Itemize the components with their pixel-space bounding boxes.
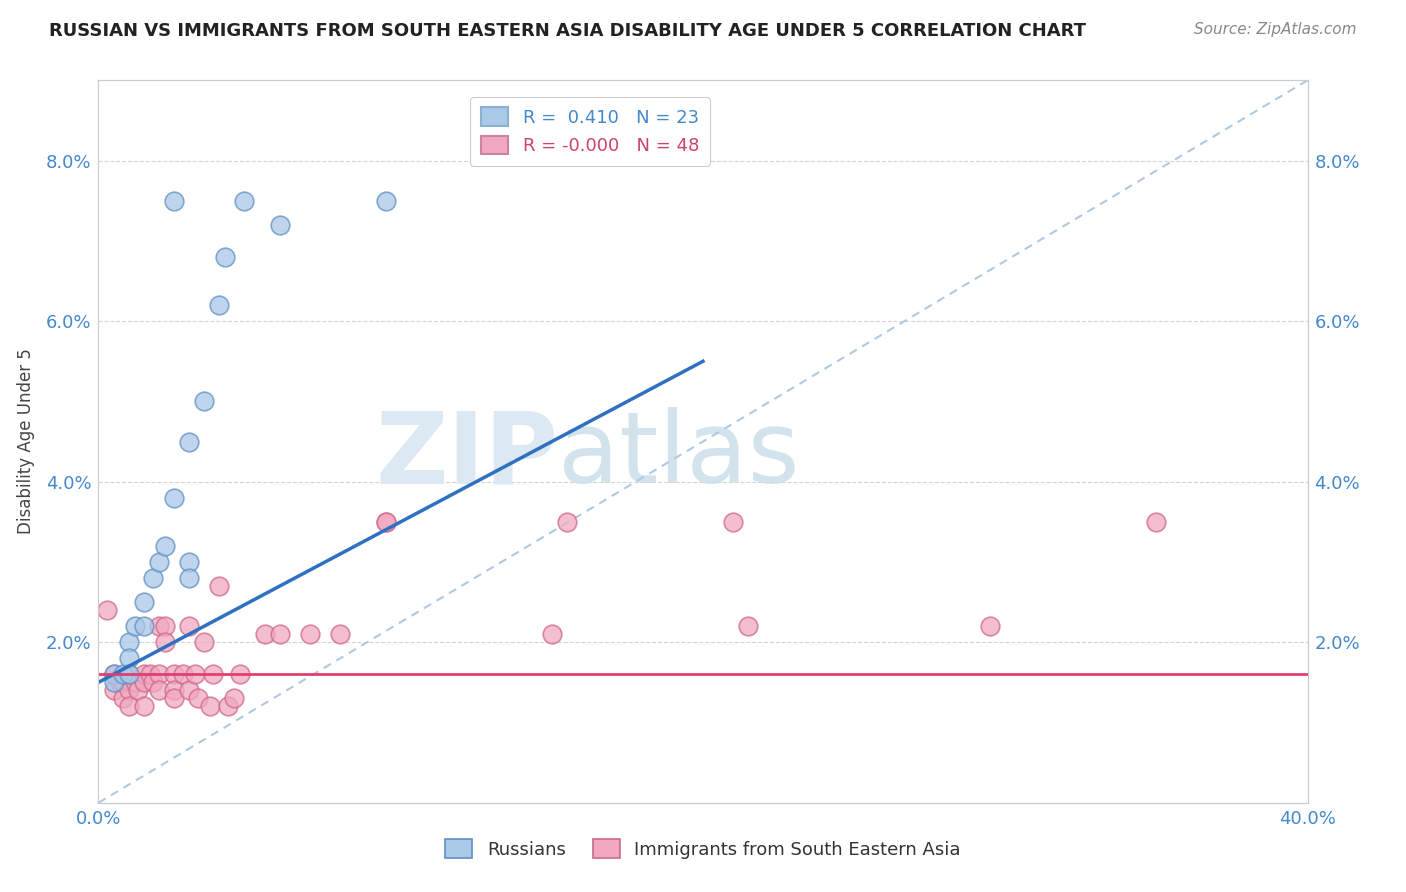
Point [118,699,141,714]
Point [139,667,162,681]
Point [193,394,215,409]
Point [108,675,131,690]
Point [132,699,155,714]
Y-axis label: Disability Age Under 5: Disability Age Under 5 [17,349,35,534]
Point [103,675,125,690]
Point [163,194,186,208]
Point [163,683,186,698]
Point [179,434,201,449]
Point [111,667,134,681]
Point [374,515,396,529]
Point [540,627,562,641]
Point [179,619,201,633]
Point [202,667,225,681]
Point [132,595,155,609]
Point [118,667,141,681]
Point [132,619,155,633]
Point [124,619,146,633]
Point [124,675,146,690]
Point [179,555,201,569]
Point [214,250,236,264]
Point [153,635,176,649]
Point [229,667,252,681]
Point [224,691,246,706]
Point [142,675,165,690]
Point [118,651,141,665]
Point [269,627,291,641]
Point [299,627,322,641]
Point [148,619,170,633]
Point [163,491,186,505]
Point [232,194,254,208]
Point [374,194,396,208]
Point [179,571,201,585]
Point [208,579,231,593]
Point [103,667,125,681]
Text: atlas: atlas [558,408,800,505]
Point [253,627,276,641]
Point [118,683,141,698]
Point [132,667,155,681]
Text: ZIP: ZIP [375,408,558,505]
Point [127,683,149,698]
Point [979,619,1001,633]
Point [111,691,134,706]
Point [132,675,155,690]
Point [163,691,186,706]
Point [153,539,176,553]
Point [103,667,125,681]
Point [153,619,176,633]
Point [217,699,239,714]
Point [148,667,170,681]
Point [193,635,215,649]
Point [142,571,165,585]
Point [737,619,759,633]
Point [187,691,209,706]
Point [118,635,141,649]
Point [148,683,170,698]
Point [208,298,231,312]
Point [184,667,207,681]
Point [374,515,396,529]
Point [179,683,201,698]
Text: RUSSIAN VS IMMIGRANTS FROM SOUTH EASTERN ASIA DISABILITY AGE UNDER 5 CORRELATION: RUSSIAN VS IMMIGRANTS FROM SOUTH EASTERN… [49,22,1087,40]
Point [103,683,125,698]
Point [172,667,194,681]
Text: Source: ZipAtlas.com: Source: ZipAtlas.com [1194,22,1357,37]
Point [1144,515,1167,529]
Point [163,667,186,681]
Point [555,515,578,529]
Point [111,675,134,690]
Point [269,218,291,232]
Legend: Russians, Immigrants from South Eastern Asia: Russians, Immigrants from South Eastern … [439,832,967,866]
Point [96,603,118,617]
Point [723,515,745,529]
Point [118,667,141,681]
Point [148,555,170,569]
Point [329,627,352,641]
Point [200,699,222,714]
